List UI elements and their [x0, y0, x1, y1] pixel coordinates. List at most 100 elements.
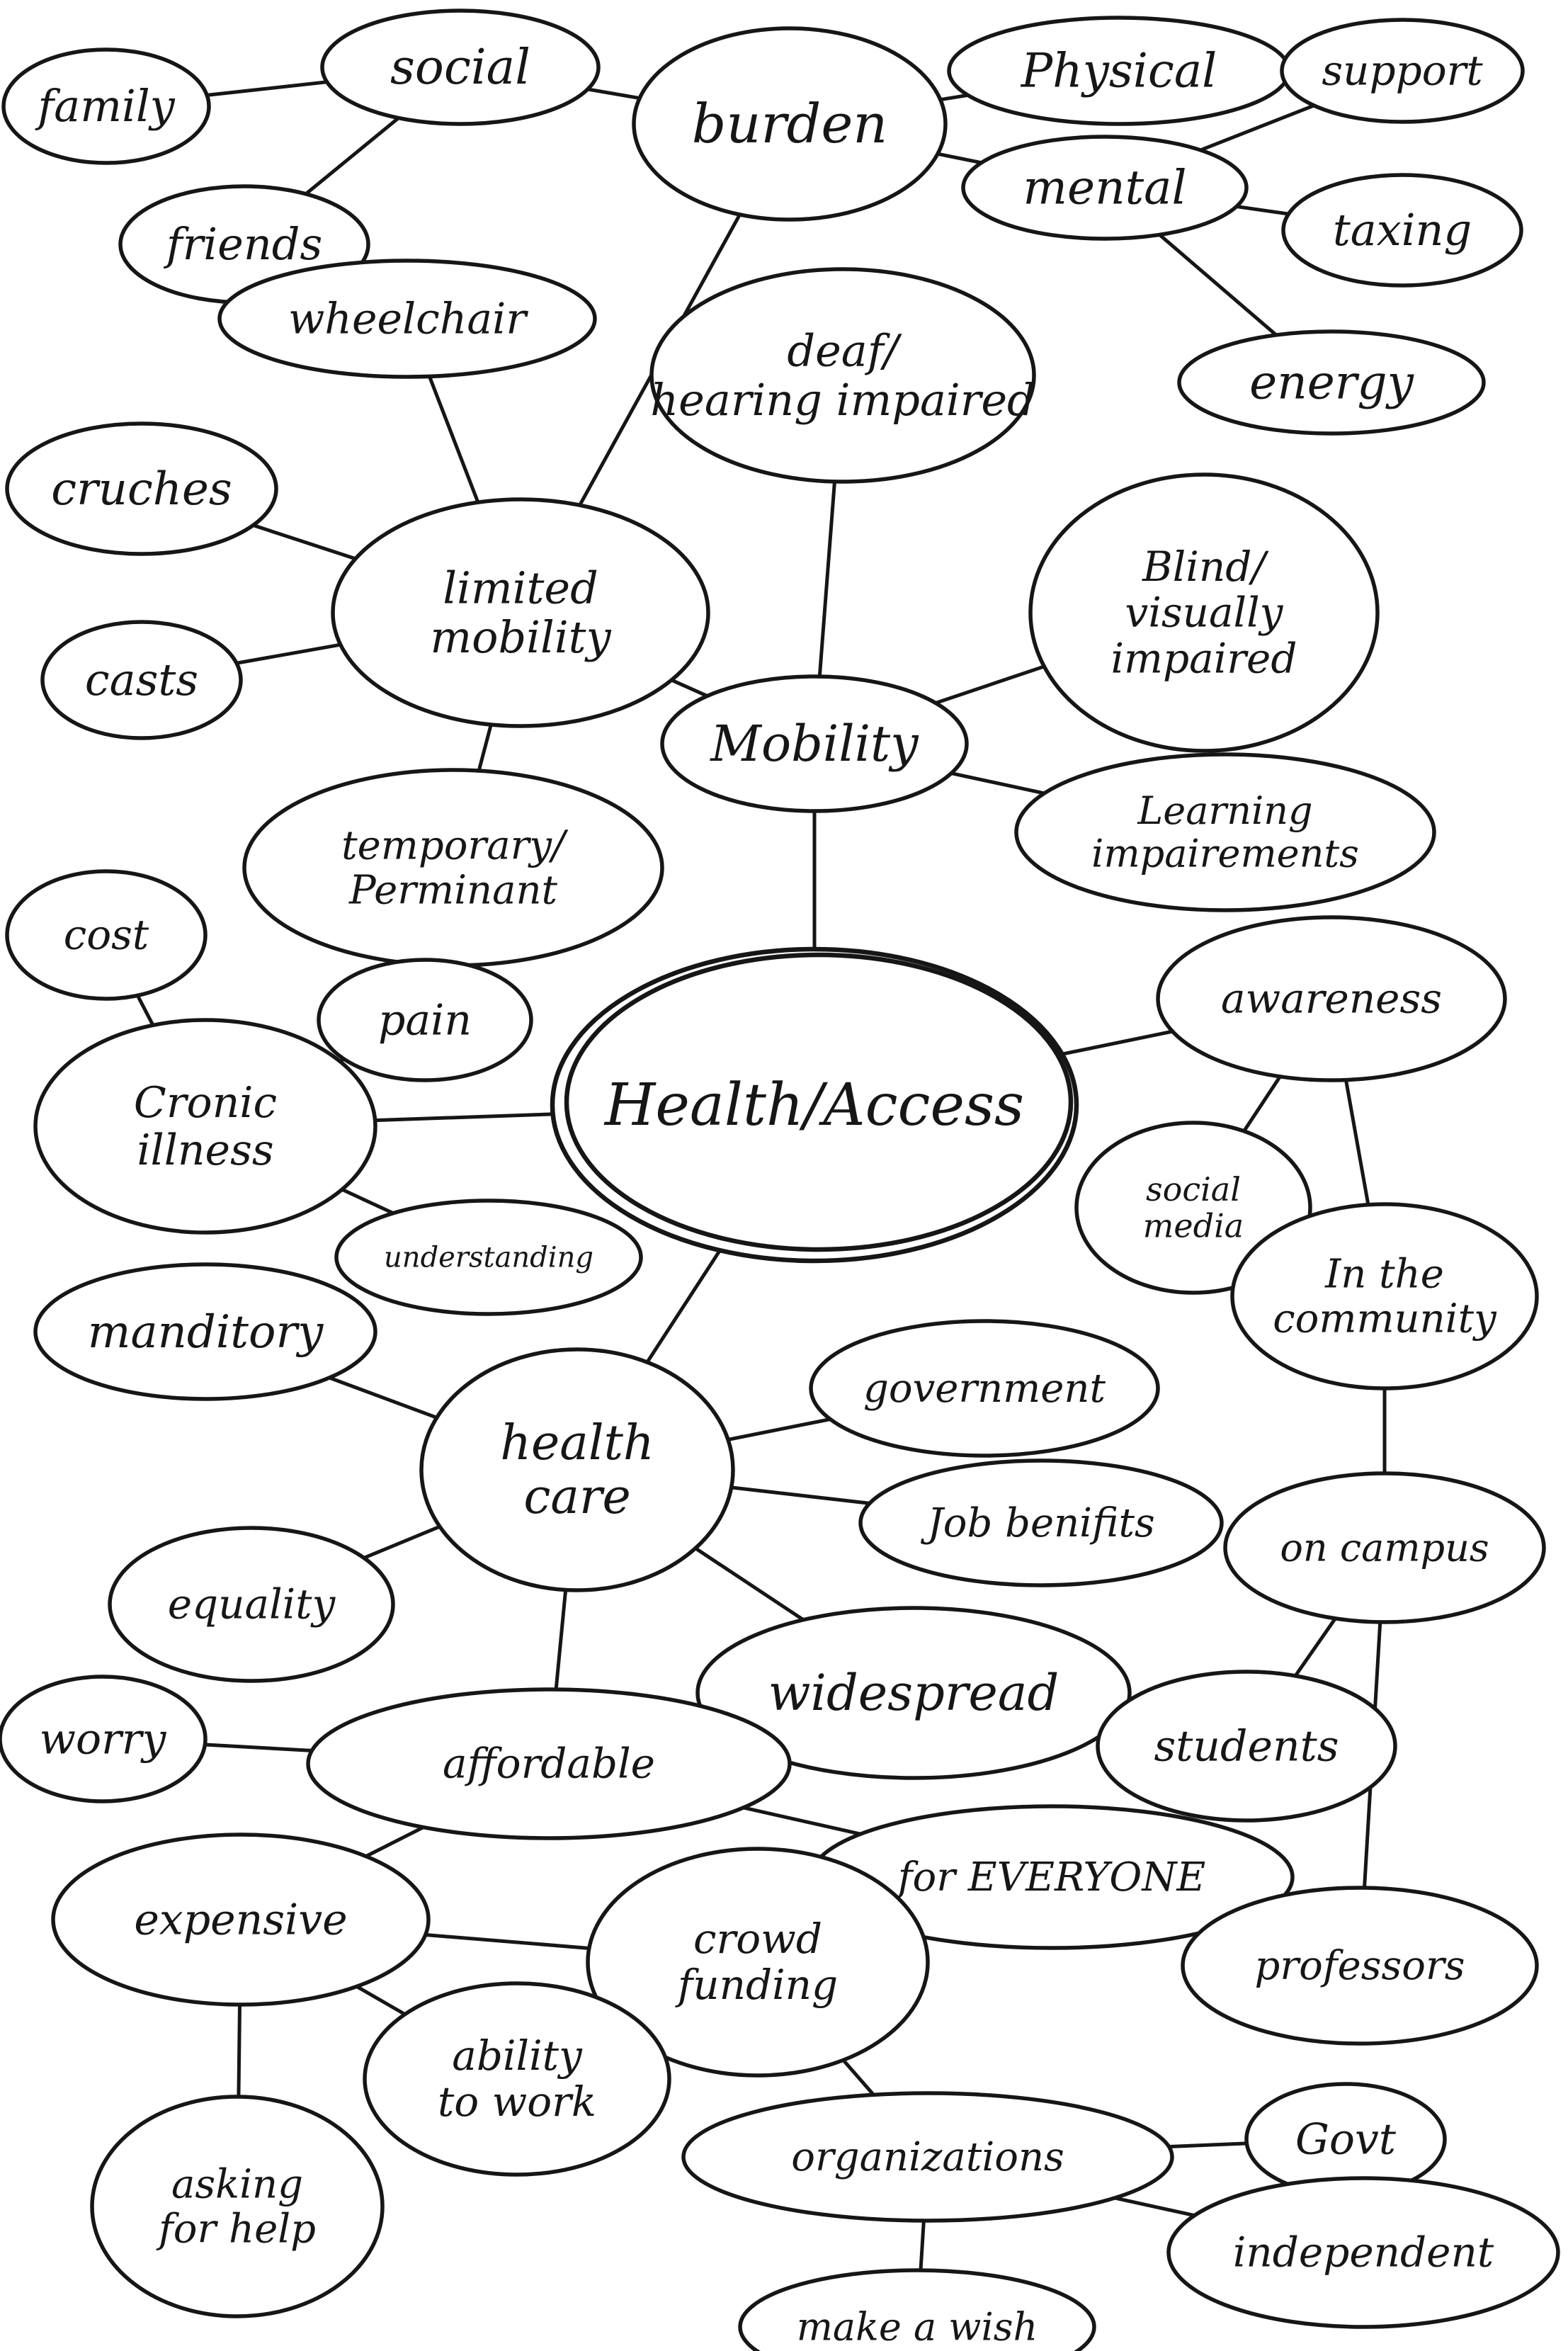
node-understanding-outline	[334, 1199, 643, 1316]
node-equality: equality	[108, 1526, 395, 1683]
node-everyone: for EVERYONE	[809, 1804, 1295, 1950]
node-widespread-label: widespread	[768, 1664, 1059, 1722]
node-mental-outline	[961, 135, 1249, 241]
node-understanding: understanding	[334, 1199, 643, 1316]
node-center-inner-outline	[564, 952, 1074, 1252]
node-worry-label: worry	[40, 1714, 167, 1764]
node-cronic-label: Cronic	[134, 1078, 277, 1128]
node-organizations: organizations	[681, 2091, 1174, 2223]
node-social-label: social	[390, 40, 530, 96]
node-wheelchair-label: wheelchair	[288, 294, 528, 344]
node-students-outline	[1096, 1670, 1397, 1823]
node-affordable-label: affordable	[443, 1740, 655, 1788]
node-socialmedia-label: media	[1143, 1206, 1244, 1245]
node-jobbenefits-label: Job benifits	[920, 1500, 1154, 1546]
node-energy-label: energy	[1249, 355, 1414, 409]
node-deaf-outline	[649, 267, 1036, 484]
node-equality-label: equality	[168, 1580, 336, 1628]
node-students-label: students	[1154, 1721, 1339, 1771]
node-taxing-outline	[1281, 173, 1523, 288]
node-pain-outline	[317, 958, 533, 1082]
node-asking-outline	[90, 2095, 385, 2318]
node-family-label: family	[35, 80, 175, 132]
node-oncampus-label: on campus	[1280, 1525, 1489, 1570]
node-asking-label: for help	[156, 2206, 316, 2252]
node-mobility-label: Mobility	[709, 715, 919, 773]
node-limited-outline	[331, 497, 710, 728]
node-crowdfunding-label: funding	[675, 1961, 838, 2009]
node-community-label: community	[1273, 1296, 1497, 1342]
node-government: government	[809, 1319, 1160, 1458]
node-blind-outline	[1028, 472, 1380, 753]
node-cronic-label: illness	[137, 1126, 273, 1175]
node-asking-label: asking	[171, 2162, 303, 2208]
node-support-label: support	[1322, 47, 1483, 95]
node-cruches: cruches	[5, 421, 278, 556]
node-students: students	[1096, 1670, 1397, 1823]
node-deaf-label: deaf/	[787, 324, 902, 376]
node-understanding-label: understanding	[384, 1242, 593, 1274]
node-limited-label: mobility	[430, 611, 611, 663]
node-wheelchair: wheelchair	[217, 259, 597, 379]
node-cost-outline	[5, 869, 208, 1001]
node-center-label: Health/Access	[603, 1072, 1024, 1139]
node-physical: Physical	[947, 16, 1291, 126]
node-manditory: manditory	[33, 1262, 377, 1401]
node-pain: pain	[317, 958, 533, 1082]
node-everyone-label: for EVERYONE	[895, 1854, 1205, 1900]
node-taxing-label: taxing	[1333, 204, 1472, 256]
node-learning-label: impairements	[1091, 832, 1359, 876]
node-burden: burden	[632, 26, 948, 222]
node-burden-outline	[632, 26, 948, 222]
node-deaf-label: hearing impaired	[650, 374, 1035, 426]
node-social-outline	[320, 9, 601, 126]
node-ability-label: to work	[438, 2078, 596, 2126]
node-makeawish-label: make a wish	[797, 2304, 1038, 2349]
node-community-label: In the	[1324, 1252, 1444, 1298]
node-casts-outline	[40, 620, 243, 740]
node-support: support	[1280, 18, 1525, 124]
node-crowdfunding-outline	[586, 1847, 930, 2078]
node-affordable: affordable	[306, 1687, 792, 1840]
node-govt-label: Govt	[1295, 2114, 1397, 2164]
node-cruches-label: cruches	[51, 463, 232, 516]
node-awareness: awareness	[1156, 915, 1507, 1082]
node-energy-outline	[1177, 329, 1486, 436]
node-widespread-outline	[695, 1606, 1132, 1780]
node-worry-outline	[0, 1675, 208, 1803]
node-cruches-outline	[5, 421, 278, 556]
node-worry: worry	[0, 1675, 208, 1803]
node-independent-label: independent	[1233, 2228, 1494, 2277]
node-mobility: Mobility	[660, 674, 969, 813]
node-healthcare-label: care	[523, 1469, 630, 1525]
mind-map-nodes: Health/Access family social friends burden Ph…	[0, 9, 1560, 2351]
node-community-outline	[1230, 1202, 1539, 1390]
node-manditory-label: manditory	[88, 1306, 324, 1359]
node-mobility-outline	[660, 674, 969, 813]
node-healthcare-label: health	[500, 1415, 654, 1471]
node-blind-label: visually	[1125, 589, 1284, 637]
node-oncampus: on campus	[1223, 1471, 1546, 1624]
node-organizations-label: organizations	[791, 2134, 1064, 2180]
node-blind-label: Blind/	[1142, 543, 1269, 591]
node-temporary: temporary/Perminant	[242, 768, 664, 968]
node-socialmedia-label: social	[1146, 1170, 1241, 1208]
node-wheelchair-outline	[217, 259, 597, 379]
node-expensive-outline	[51, 1832, 431, 2007]
node-casts-label: casts	[85, 654, 198, 706]
node-crowdfunding-label: crowd	[693, 1915, 822, 1963]
node-blind-label: impaired	[1111, 635, 1297, 683]
node-temporary-label: temporary/	[341, 823, 569, 869]
node-family-outline	[1, 47, 211, 165]
node-professors-outline	[1181, 1886, 1539, 2046]
node-independent: independent	[1166, 2176, 1560, 2329]
node-physical-label: Physical	[1021, 43, 1217, 98]
